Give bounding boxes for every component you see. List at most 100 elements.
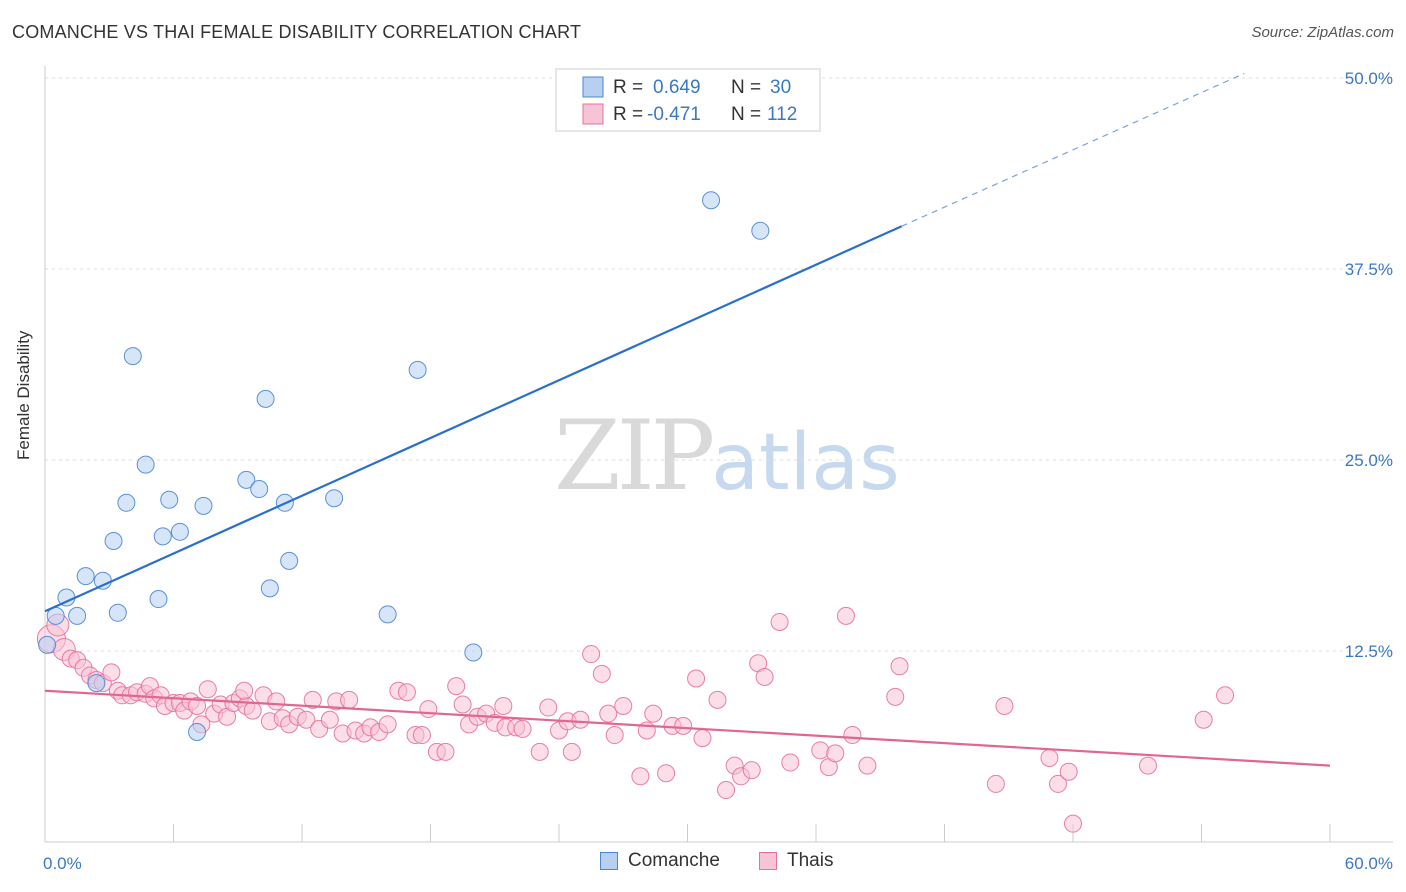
thais-point <box>447 677 466 696</box>
y-tick-label: 50.0% <box>1345 69 1393 88</box>
source-credit: Source: ZipAtlas.com <box>1251 24 1394 41</box>
comanche-point <box>153 527 172 546</box>
comanche-point <box>250 480 269 499</box>
thais-point <box>605 726 624 745</box>
series-legend: Comanche Thais <box>0 850 1406 880</box>
thais-point <box>453 695 472 714</box>
thais-r-value: -0.471 <box>647 104 701 125</box>
thais-r-label: R = <box>613 104 643 125</box>
thais-point <box>693 729 712 748</box>
comanche-point <box>87 674 106 693</box>
comanche-point <box>170 522 189 541</box>
comanche-point <box>260 579 279 598</box>
comanche-r-label: R = <box>613 77 643 98</box>
thais-point <box>530 742 549 761</box>
thais-point <box>494 697 513 716</box>
thais-point <box>995 697 1014 716</box>
thais-point <box>1059 762 1078 781</box>
thais-point <box>412 726 431 745</box>
thais-point <box>631 767 650 786</box>
thais-legend-swatch <box>582 103 604 125</box>
thais-point <box>687 669 706 688</box>
comanche-point <box>117 493 136 512</box>
thais-point <box>1194 710 1213 729</box>
thais-point <box>582 645 601 664</box>
comanche-point <box>123 347 142 366</box>
thais-point <box>708 690 727 709</box>
thais-point <box>826 744 845 763</box>
thais-point <box>811 741 830 760</box>
thais-point <box>235 681 254 700</box>
thais-point <box>843 726 862 745</box>
thais-point <box>378 715 397 734</box>
comanche-point <box>136 455 155 474</box>
comanche-point <box>149 590 168 609</box>
thais-point <box>781 753 800 772</box>
thais-point <box>188 697 207 716</box>
comanche-point <box>160 490 179 509</box>
thais-point <box>657 764 676 783</box>
y-tick-label: 12.5% <box>1345 642 1393 661</box>
legend-item-comanche: Comanche <box>600 850 720 872</box>
thais-point <box>755 667 774 686</box>
thais-point <box>297 710 316 729</box>
thais-point <box>1216 686 1235 705</box>
thais-point <box>562 742 581 761</box>
thais-point <box>1049 774 1068 793</box>
thais-point <box>539 698 558 717</box>
thais-point <box>513 719 532 738</box>
thais-point <box>836 606 855 625</box>
comanche-trend-extension <box>901 72 1245 227</box>
thais-point <box>243 701 262 720</box>
thais-point <box>1138 756 1157 775</box>
comanche-point <box>93 571 112 590</box>
comanche-point <box>188 722 207 741</box>
thais-n-label: N = <box>731 104 761 125</box>
thais-point <box>102 663 121 682</box>
x-tick-label-min: 0.0% <box>43 854 82 873</box>
thais-point <box>770 612 789 631</box>
comanche-point <box>237 470 256 489</box>
axes <box>44 66 1393 843</box>
comanche-n-label: N = <box>731 77 761 98</box>
thais-point <box>436 742 455 761</box>
thais-swatch <box>759 852 777 870</box>
thais-point <box>419 700 438 719</box>
thais-point <box>674 716 693 735</box>
comanche-point <box>194 496 213 515</box>
thais-point <box>717 781 736 800</box>
comanche-legend-swatch <box>582 76 604 98</box>
comanche-point <box>378 605 397 624</box>
comanche-point <box>256 389 275 408</box>
thais-point <box>397 683 416 702</box>
legend-label-thais: Thais <box>787 850 834 871</box>
thais-point <box>592 664 611 683</box>
thais-point <box>571 710 590 729</box>
thais-n-value: 112 <box>767 104 797 125</box>
thais-point <box>890 657 909 676</box>
thais-point <box>599 704 618 723</box>
thais-point <box>303 690 322 709</box>
thais-point <box>614 697 633 716</box>
thais-point <box>198 680 217 699</box>
comanche-point <box>38 635 57 654</box>
comanche-point <box>108 603 127 622</box>
comanche-point <box>280 551 299 570</box>
y-tick-label: 37.5% <box>1345 260 1393 279</box>
gridlines <box>45 77 1393 652</box>
comanche-r-value: 0.649 <box>653 77 701 98</box>
tick-labels: 12.5% 25.0% 37.5% 50.0% 0.0% 60.0% <box>43 69 1393 873</box>
watermark-atlas: atlas <box>711 418 900 508</box>
thais-point <box>1064 814 1082 833</box>
thais-point <box>644 704 663 723</box>
thais-point <box>267 692 286 711</box>
trend-lines <box>44 72 1331 767</box>
thais-point <box>886 687 905 706</box>
comanche-trend-line <box>44 225 903 613</box>
thais-points <box>36 606 1235 833</box>
comanche-points <box>38 191 770 741</box>
comanche-point <box>751 221 770 240</box>
thais-point <box>858 756 877 775</box>
chart-title: COMANCHE VS THAI FEMALE DISABILITY CORRE… <box>12 22 582 42</box>
